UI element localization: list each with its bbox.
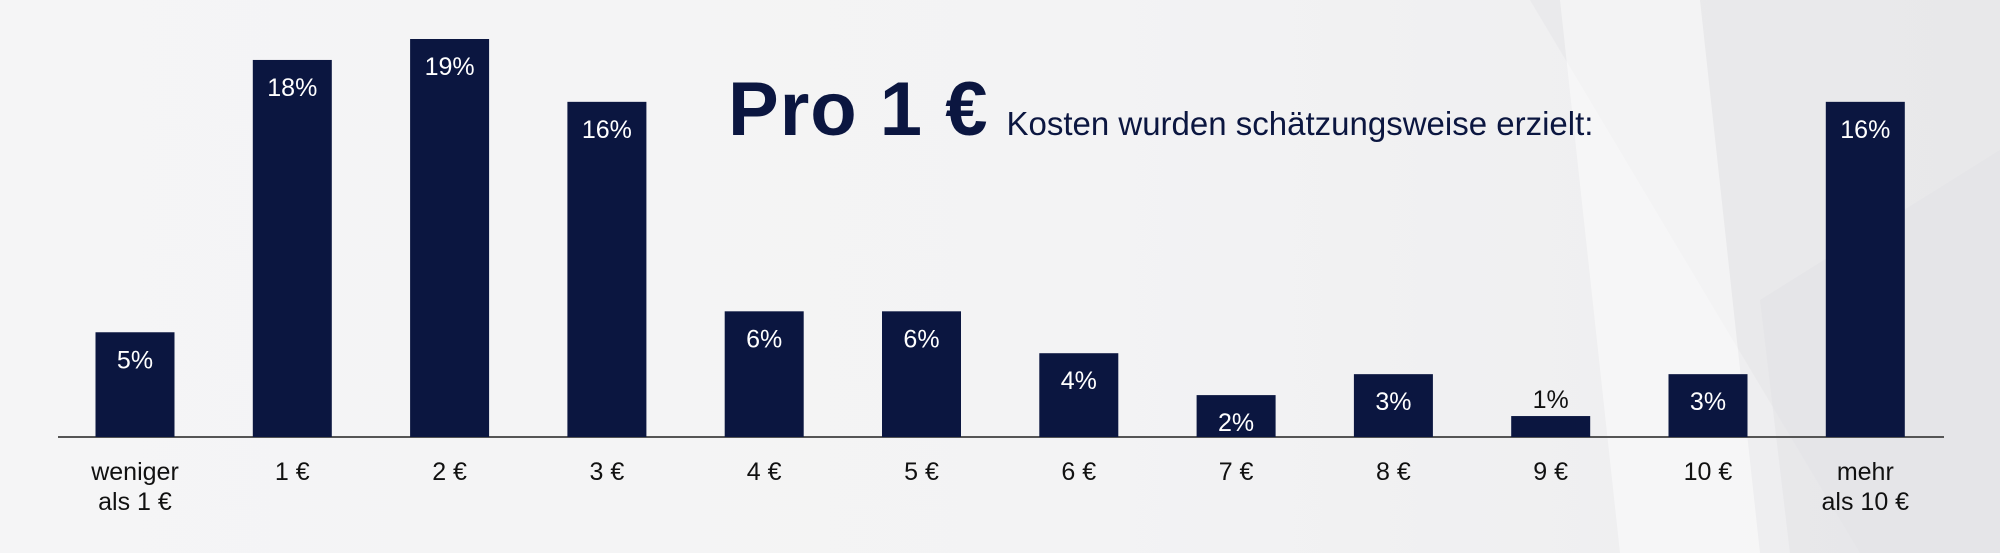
x-tick-label-line: 5 € [904, 458, 939, 486]
chart-title-main: Pro 1 € [728, 67, 989, 152]
bar [724, 311, 804, 437]
x-tick-label: 10 € [1638, 457, 1778, 487]
data-label: 6% [903, 325, 939, 353]
x-tick-label-line: 10 € [1683, 458, 1733, 486]
data-label: 19% [425, 53, 475, 81]
data-label: 6% [746, 325, 782, 353]
x-tick-label-line: als 1 € [98, 488, 172, 516]
bar [882, 311, 961, 437]
x-tick-label: 1 € [222, 457, 362, 487]
x-tick-label-line: 6 € [1061, 458, 1097, 486]
x-tick-label-line: 3 € [589, 458, 625, 486]
bar [1196, 395, 1276, 437]
x-tick-label-line: als 10 € [1821, 488, 1910, 516]
data-label: 3% [1375, 388, 1411, 416]
bar [1511, 416, 1591, 437]
data-label: 4% [1061, 367, 1097, 395]
x-tick-label-line: 7 € [1218, 458, 1254, 486]
x-tick-label: 3 € [537, 457, 677, 487]
bar [1039, 353, 1119, 437]
x-tick-label: 7 € [1166, 457, 1306, 487]
x-tick-label: mehr als 10 € [1795, 457, 1935, 517]
x-tick-label: 6 € [1009, 457, 1149, 487]
bar [252, 59, 332, 438]
data-label: 18% [267, 74, 317, 102]
chart-title: Pro 1 € Kosten wurden schätzungsweise erz… [728, 66, 1593, 153]
bar [410, 39, 490, 437]
x-tick-label-line: 2 € [432, 458, 467, 486]
data-label: 1% [1533, 386, 1569, 414]
bar [1668, 374, 1748, 437]
x-tick-label-line: 1 € [274, 458, 310, 486]
x-tick-label: 4 € [694, 457, 834, 487]
x-tick-label: 8 € [1323, 457, 1463, 487]
x-tick-label-line: 8 € [1376, 458, 1411, 486]
x-tick-label: 5 € [852, 457, 992, 487]
bar [1353, 374, 1433, 437]
data-label: 5% [117, 346, 153, 374]
x-tick-label-line: weniger [91, 458, 179, 486]
data-label: 16% [1840, 116, 1890, 144]
data-label: 16% [582, 116, 632, 144]
x-tick-label: weniger als 1 € [65, 457, 205, 517]
bar [567, 101, 647, 437]
bar [95, 332, 175, 437]
x-tick-label: 2 € [380, 457, 520, 487]
x-tick-label: 9 € [1481, 457, 1621, 487]
chart-title-sub: Kosten wurden schätzungsweise erzielt: [1006, 105, 1594, 142]
x-tick-label-line: 9 € [1533, 458, 1569, 486]
bar [1825, 101, 1905, 437]
x-tick-label-line: mehr [1836, 458, 1894, 486]
data-label: 2% [1218, 409, 1254, 437]
x-tick-label-line: 4 € [746, 458, 782, 486]
data-label: 3% [1690, 388, 1726, 416]
